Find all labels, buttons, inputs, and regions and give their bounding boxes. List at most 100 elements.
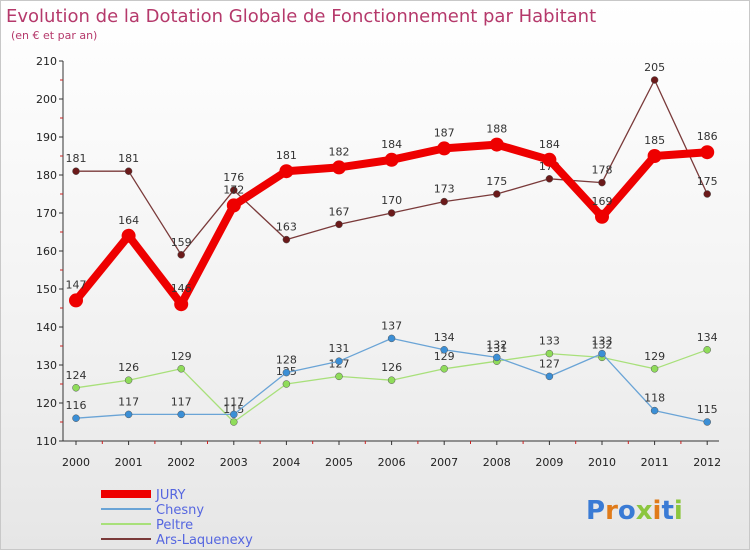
axes: 110 120 130 140 150 160 170 180 190 200 210 2000 200…: [36, 55, 721, 469]
data-label: 133: [539, 335, 560, 348]
x-tick-label: 2009: [535, 456, 563, 469]
data-label: 117: [118, 395, 139, 408]
x-tick-label: 2000: [62, 456, 90, 469]
data-point: [177, 410, 185, 419]
data-label: 128: [276, 354, 297, 367]
series-line: [72, 140, 712, 309]
data-label: 134: [434, 331, 455, 344]
y-tick-label: 190: [36, 131, 57, 144]
data-point: [440, 197, 448, 206]
logo-letter: o: [618, 496, 636, 526]
y-tick-label: 170: [36, 207, 57, 220]
data-point: [440, 365, 448, 373]
data-label: 205: [644, 61, 665, 74]
data-point: [647, 149, 662, 163]
logo-letter: i: [674, 496, 683, 526]
x-tick-label: 2004: [272, 456, 300, 469]
data-point: [69, 293, 83, 308]
series-jury: 147 164 146 172 181 182 184 187 188 184 169 185 186: [66, 123, 718, 312]
y-tick-label: 140: [36, 321, 57, 334]
data-label: 129: [171, 350, 192, 363]
data-label: 137: [381, 319, 402, 332]
x-tick-label: 2010: [588, 456, 616, 469]
data-point: [282, 235, 291, 244]
data-point: [230, 186, 238, 194]
data-point: [282, 368, 291, 377]
data-point: [703, 418, 711, 426]
data-label: 132: [592, 338, 613, 351]
x-tick-label: 2007: [430, 456, 458, 469]
data-label: 126: [381, 361, 402, 374]
data-point: [124, 410, 133, 419]
x-tick-label: 2008: [483, 456, 511, 469]
data-label: 184: [381, 138, 402, 151]
legend-label: Ars-Laquenexy: [156, 533, 253, 548]
logo-letter: t: [661, 496, 673, 526]
x-tick-label: 2001: [115, 456, 143, 469]
data-point: [174, 297, 189, 312]
logo-letter: x: [636, 496, 653, 526]
data-point: [279, 164, 294, 179]
data-label: 129: [644, 350, 665, 363]
data-point: [335, 372, 343, 381]
data-label: 182: [329, 145, 350, 158]
data-label: 185: [644, 134, 665, 147]
data-point: [598, 349, 606, 358]
data-label: 167: [329, 205, 350, 218]
legend-label: JURY: [155, 488, 186, 503]
data-label: 181: [66, 152, 87, 165]
data-label: 133: [592, 335, 613, 348]
data-point: [542, 152, 557, 167]
y-tick-label: 150: [36, 283, 57, 296]
data-label: 169: [592, 195, 613, 208]
data-point: [595, 209, 609, 224]
data-point: [177, 365, 185, 373]
data-label: 175: [486, 175, 507, 188]
data-label: 147: [66, 278, 87, 291]
data-point: [335, 357, 343, 365]
data-label: 184: [539, 138, 560, 151]
series-peltre: 124126129115125127126129131133132129134: [66, 331, 718, 426]
data-point: [440, 346, 448, 354]
data-label: 173: [434, 183, 455, 196]
data-label: 187: [434, 126, 455, 139]
data-point: [545, 175, 554, 183]
data-point: [437, 141, 452, 156]
data-point: [335, 220, 343, 229]
data-point: [650, 76, 659, 84]
x-tick-label: 2002: [167, 456, 195, 469]
data-point: [703, 346, 711, 354]
x-tick-label: 2006: [378, 456, 406, 469]
data-point: [230, 410, 238, 419]
proxiti-logo: Proxiti: [586, 496, 683, 526]
data-label: 131: [486, 342, 507, 355]
data-point: [72, 414, 80, 422]
logo-letter: r: [605, 496, 618, 526]
data-label: 175: [697, 175, 718, 188]
data-label: 117: [223, 395, 244, 408]
x-tick-label: 2012: [693, 456, 721, 469]
data-label: 172: [223, 183, 244, 196]
y-tick-label: 110: [36, 435, 57, 448]
data-point: [72, 384, 80, 392]
y-tick-label: 200: [36, 93, 57, 106]
data-point: [226, 198, 241, 213]
data-label: 126: [118, 361, 139, 374]
data-label: 117: [171, 395, 192, 408]
chart-subtitle: (en € et par an): [11, 29, 97, 42]
data-label: 115: [697, 403, 718, 416]
data-label: 132: [486, 338, 507, 351]
data-label: 127: [539, 357, 560, 370]
y-tick-label: 160: [36, 245, 57, 258]
y-tick-label: 210: [36, 55, 57, 68]
data-label: 178: [592, 164, 613, 177]
data-point: [703, 190, 711, 198]
y-tick-label: 130: [36, 359, 57, 372]
data-point: [489, 137, 504, 152]
series-line: [75, 79, 708, 256]
data-label: 124: [66, 369, 87, 382]
data-label: 115: [223, 403, 244, 416]
data-label: 163: [276, 221, 297, 234]
data-point: [282, 380, 291, 388]
data-point: [332, 160, 346, 175]
